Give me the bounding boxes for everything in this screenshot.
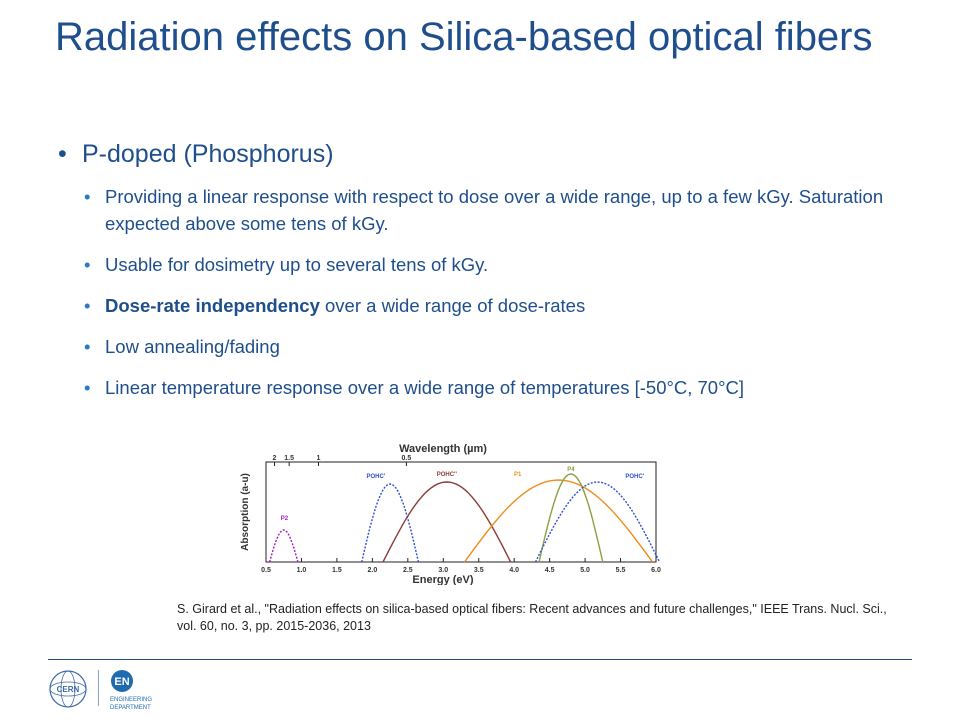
band-label: POHC' <box>625 474 644 480</box>
footer-divider <box>48 659 912 660</box>
band-label: P4 <box>567 467 575 473</box>
cern-logo-text: CERN <box>57 685 80 694</box>
x-tick-label: 3.5 <box>474 567 484 574</box>
en-logo-subtitle-1: ENGINEERING <box>110 697 152 703</box>
top-tick-label: 0.5 <box>402 455 412 462</box>
sub-bullet: • Linear temperature response over a wid… <box>58 374 918 401</box>
bullet-dot: • <box>58 140 67 168</box>
x-tick-label: 5.0 <box>580 567 590 574</box>
x-tick-label: 3.0 <box>438 567 448 574</box>
bullet-list: • P-doped (Phosphorus) • Providing a lin… <box>58 140 918 415</box>
bullet-dot: • <box>84 377 91 398</box>
citation: S. Girard et al., "Radiation effects on … <box>177 602 887 633</box>
band-label: POHC' <box>367 474 386 480</box>
absorption-band-curve <box>534 481 661 563</box>
x-tick-labels: 0.5 1.0 1.5 2.0 2.5 3.0 3.5 4.0 4.5 5.0 5.5 6.0 <box>261 558 661 574</box>
top-tick-label: 2 <box>273 455 277 462</box>
top-tick-labels: 2 1.5 1 0.5 <box>273 455 412 466</box>
en-logo-subtitle-2: DEPARTMENT <box>110 705 151 711</box>
sub-bullet-text: Providing a linear response with respect… <box>105 186 884 234</box>
main-bullet-text: P-doped (Phosphorus) <box>82 140 334 168</box>
sub-bullet-bold: Dose-rate independency <box>105 295 320 316</box>
bullet-dot: • <box>84 336 91 357</box>
top-tick-label: 1 <box>317 455 321 462</box>
absorption-band-curve <box>538 473 604 563</box>
bullet-dot: • <box>84 254 91 275</box>
sub-bullet-text: Low annealing/fading <box>105 336 280 357</box>
x-tick-label: 0.5 <box>261 567 271 574</box>
absorption-band-curve <box>268 529 299 563</box>
sub-bullet: • Low annealing/fading <box>58 333 918 360</box>
band-label: P2 <box>281 516 289 522</box>
logo-separator <box>98 670 99 706</box>
plot-frame <box>265 461 657 563</box>
sub-bullet-text: Usable for dosimetry up to several tens … <box>105 254 489 275</box>
sub-bullet-text: over a wide range of dose-rates <box>319 295 586 316</box>
main-bullet: • P-doped (Phosphorus) <box>58 140 918 169</box>
absorption-bands <box>268 473 661 563</box>
x-tick-label: 5.5 <box>616 567 626 574</box>
cern-logo: CERN <box>49 670 87 708</box>
sub-bullet: • Providing a linear response with respe… <box>58 183 918 237</box>
absorption-figure: Wavelength (µm) 2 1.5 1 0.5 0.5 1.0 1.5 2.0 2.5… <box>238 440 668 586</box>
x-tick-label: 1.5 <box>332 567 342 574</box>
absorption-plot: Wavelength (µm) 2 1.5 1 0.5 0.5 1.0 1.5 2.0 2.5… <box>240 443 661 586</box>
x-tick-label: 1.0 <box>297 567 307 574</box>
band-label: POHC'' <box>437 472 458 478</box>
top-tick-label: 1.5 <box>284 455 294 462</box>
sub-bullet: • Dose-rate independency over a wide ran… <box>58 292 918 319</box>
y-axis-title: Absorption (a-u) <box>240 473 251 551</box>
sub-bullet: • Usable for dosimetry up to several ten… <box>58 251 918 278</box>
x-tick-label: 2.0 <box>367 567 377 574</box>
en-logo-text: EN <box>114 676 129 688</box>
sub-bullet-text: Linear temperature response over a wide … <box>105 377 744 398</box>
slide-title: Radiation effects on Silica-based optica… <box>55 15 873 59</box>
absorption-band-curve <box>382 481 512 563</box>
bullet-dot: • <box>84 186 91 207</box>
x-axis-title: Energy (eV) <box>412 574 473 585</box>
top-axis-title: Wavelength (µm) <box>399 443 487 455</box>
band-label: P1 <box>514 472 522 478</box>
bullet-dot: • <box>84 295 91 316</box>
x-tick-label: 6.0 <box>651 567 661 574</box>
absorption-band-curve <box>361 483 420 563</box>
x-tick-label: 4.0 <box>509 567 519 574</box>
x-tick-label: 2.5 <box>403 567 413 574</box>
absorption-band-curve <box>463 479 654 563</box>
x-tick-label: 4.5 <box>545 567 555 574</box>
en-department-logo: EN ENGINEERING DEPARTMENT <box>110 670 152 711</box>
band-labels: P2 POHC' POHC'' P1 P4 POHC' <box>281 467 645 522</box>
